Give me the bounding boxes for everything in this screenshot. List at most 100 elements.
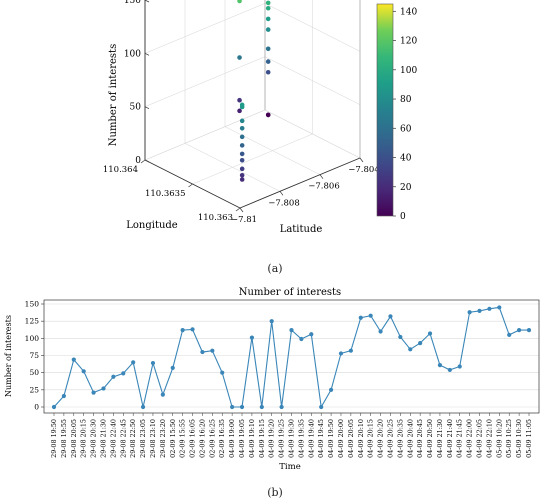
data-point	[467, 310, 472, 315]
panel-a-caption: (a)	[267, 262, 283, 275]
scatter-point	[239, 151, 245, 157]
back-pane-gridline	[145, 107, 240, 155]
colorbar-tick-label: 20	[400, 183, 412, 193]
data-point	[61, 393, 66, 399]
x-tick-label: 02-09 16:25	[208, 419, 216, 458]
series-line	[53, 306, 529, 409]
data-point	[131, 360, 136, 365]
z-tick-mark	[144, 106, 150, 109]
data-point	[150, 360, 156, 366]
scatter-point	[239, 118, 245, 124]
latitude-axis-label: Latitude	[280, 224, 323, 235]
latitude-tick-mark	[319, 174, 324, 179]
x-tick-label: 04-09 19:10	[248, 419, 256, 458]
data-point	[210, 348, 215, 353]
latitude-axis-ticks: −7.81 −7.808 −7.806 −7.804	[231, 157, 380, 225]
floor-gridline	[192, 133, 313, 185]
scatter-point	[265, 5, 271, 11]
latitude-tick-label: −7.804	[348, 165, 379, 175]
x-tick-label: 04-09 20:40	[406, 419, 414, 458]
x-axis-label: Time	[279, 462, 300, 472]
data-point	[328, 387, 334, 392]
data-point	[398, 334, 403, 340]
latitude-tick-mark	[359, 157, 364, 163]
data-point	[358, 315, 363, 320]
longitude-tick-mark	[140, 159, 146, 164]
data-point	[437, 363, 443, 368]
data-point	[457, 364, 462, 369]
x-tick-label: 05-09 11:05	[525, 419, 533, 458]
x-tick-label: 05-09 10:25	[505, 419, 513, 458]
latitude-tick-mark	[239, 207, 244, 213]
z-tick-label: 100	[124, 49, 141, 59]
data-point	[279, 404, 284, 410]
latitude-tick-label: −7.806	[308, 182, 339, 192]
colorbar-tick-label: 40	[400, 154, 412, 164]
data-point	[259, 404, 264, 410]
latitude-tick-label: −7.81	[231, 215, 257, 225]
latitude-axis-line	[239, 157, 361, 209]
colorbar-tick-label: 100	[400, 66, 417, 76]
y-gridlines	[44, 303, 539, 408]
scatter-point	[265, 46, 271, 52]
data-point	[447, 367, 452, 373]
data-point	[289, 327, 294, 333]
floor-gridline	[224, 126, 321, 175]
longitude-tick-mark	[188, 183, 193, 188]
x-tick-label: 29-08 23:20	[159, 419, 167, 458]
back-pane-gridline	[144, 56, 266, 107]
x-tick-label: 29-08 19:55	[60, 419, 68, 458]
y-tick-label: 100	[25, 334, 40, 343]
scatter-points	[237, 0, 271, 182]
x-tick-label: 02-09 16:05	[189, 419, 197, 458]
plot-frame	[43, 299, 540, 414]
data-point	[507, 332, 512, 337]
scatter-point	[237, 0, 242, 4]
colorbar-tick-label: 120	[400, 37, 417, 47]
data-point	[81, 369, 86, 374]
x-tick-label: 29-08 23:05	[139, 419, 147, 458]
data-point	[348, 348, 353, 353]
floor-gridline	[184, 143, 281, 192]
y-tick-label: 125	[25, 317, 40, 326]
panel-b-line-chart: Number of interests 0 25 50 75 100 125 150 29-…	[4, 287, 540, 472]
longitude-axis-label: Longitude	[126, 220, 178, 231]
x-tick-label: 04-09 19:50	[327, 419, 335, 458]
line-chart-title: Number of interests	[239, 287, 341, 298]
x-tick-label: 05-09 10:20	[495, 419, 503, 458]
x-tick-label: 04-09 20:25	[386, 419, 394, 458]
data-point	[418, 341, 423, 346]
data-point	[101, 386, 106, 391]
longitude-axis-ticks: 110.364 110.3635 110.363	[103, 159, 241, 223]
scatter-point	[265, 69, 271, 75]
x-tick-label: 04-09 19:35	[297, 419, 305, 458]
x-tick-label: 04-09 20:50	[426, 419, 434, 458]
x-tick-label: 29-08 22:45	[119, 419, 127, 458]
scatter-point	[237, 55, 242, 60]
x-tick-label: 29-08 20:15	[80, 419, 88, 458]
colorbar-tick-label: 140	[400, 7, 417, 17]
data-point	[269, 319, 274, 324]
scatter-point	[237, 108, 242, 114]
scatter-point	[265, 16, 271, 22]
x-axis-ticks: 29-08 19:50 29-08 19:55 29-08 20:05 29-08 2…	[50, 413, 533, 458]
x-tick-label: 04-09 21:30	[436, 419, 444, 458]
colorbar-tick-label: 60	[400, 124, 412, 134]
z-axis-ticks: 0 50 100 150	[124, 0, 150, 166]
floor-gridline	[144, 109, 266, 161]
scatter-point	[265, 0, 271, 6]
x-tick-label: 04-09 21:45	[456, 419, 464, 458]
axes-3d-box	[144, 0, 361, 209]
back-pane-gridline	[144, 3, 266, 54]
y-tick-label: 0	[34, 403, 39, 412]
data-point	[239, 404, 245, 410]
latitude-tick-label: −7.808	[268, 198, 299, 208]
data-point	[497, 305, 502, 310]
longitude-tick-mark	[235, 207, 241, 212]
y-axis-label: Number of interests	[4, 315, 13, 397]
data-point	[319, 404, 324, 410]
x-tick-label: 29-08 22:50	[129, 419, 137, 458]
data-point	[71, 357, 76, 362]
